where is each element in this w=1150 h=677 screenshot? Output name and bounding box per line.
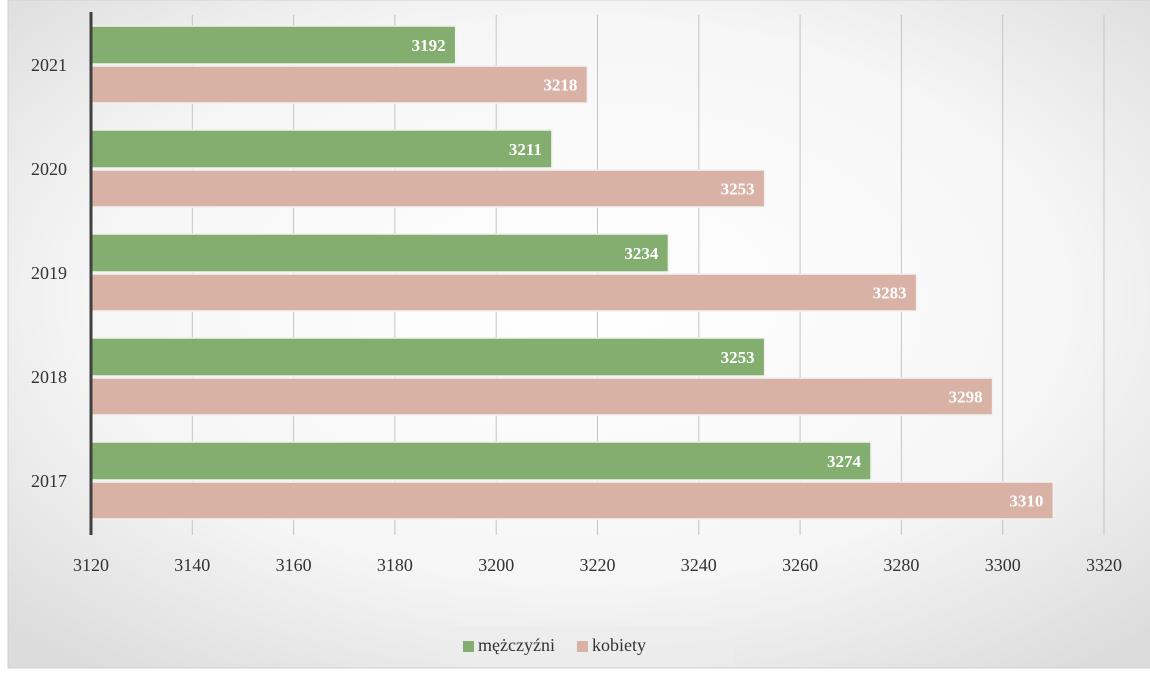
x-tick-label: 3160 bbox=[276, 555, 312, 575]
y-tick-label: 2020 bbox=[31, 159, 67, 179]
value-label: 3218 bbox=[543, 75, 577, 94]
x-tick-label: 3320 bbox=[1086, 555, 1122, 575]
value-label: 3211 bbox=[509, 140, 542, 159]
chart-background bbox=[7, 0, 1150, 669]
y-tick-label: 2017 bbox=[31, 471, 67, 491]
legend-label: kobiety bbox=[592, 635, 646, 655]
bar bbox=[90, 273, 918, 312]
bar bbox=[90, 441, 872, 481]
value-label: 3234 bbox=[624, 244, 659, 263]
value-label: 3298 bbox=[949, 387, 983, 406]
bar bbox=[90, 129, 553, 169]
x-tick-label: 3260 bbox=[782, 555, 818, 575]
bar bbox=[90, 65, 589, 104]
y-tick-label: 2021 bbox=[31, 55, 67, 75]
bar bbox=[90, 169, 766, 208]
x-tick-label: 3200 bbox=[478, 555, 514, 575]
value-label: 3253 bbox=[721, 348, 755, 367]
x-tick-label: 3220 bbox=[580, 555, 616, 575]
bar bbox=[90, 337, 766, 377]
y-tick-label: 2018 bbox=[31, 367, 67, 387]
value-label: 3192 bbox=[412, 36, 446, 55]
x-tick-label: 3180 bbox=[377, 555, 413, 575]
bar bbox=[90, 377, 994, 416]
x-tick-label: 3300 bbox=[985, 555, 1021, 575]
bar bbox=[90, 25, 457, 65]
x-tick-label: 3120 bbox=[73, 555, 109, 575]
x-tick-label: 3280 bbox=[883, 555, 919, 575]
legend-swatch bbox=[463, 641, 474, 652]
legend-label: mężczyźni bbox=[478, 635, 555, 655]
x-tick-label: 3140 bbox=[174, 555, 210, 575]
value-label: 3283 bbox=[873, 283, 907, 302]
bar bbox=[90, 233, 670, 273]
value-label: 3274 bbox=[827, 452, 862, 471]
x-tick-label: 3240 bbox=[681, 555, 717, 575]
bar bbox=[90, 481, 1055, 520]
legend-swatch bbox=[576, 641, 588, 652]
value-label: 3310 bbox=[1009, 491, 1043, 510]
y-tick-label: 2019 bbox=[31, 263, 67, 283]
value-label: 3253 bbox=[721, 179, 755, 198]
